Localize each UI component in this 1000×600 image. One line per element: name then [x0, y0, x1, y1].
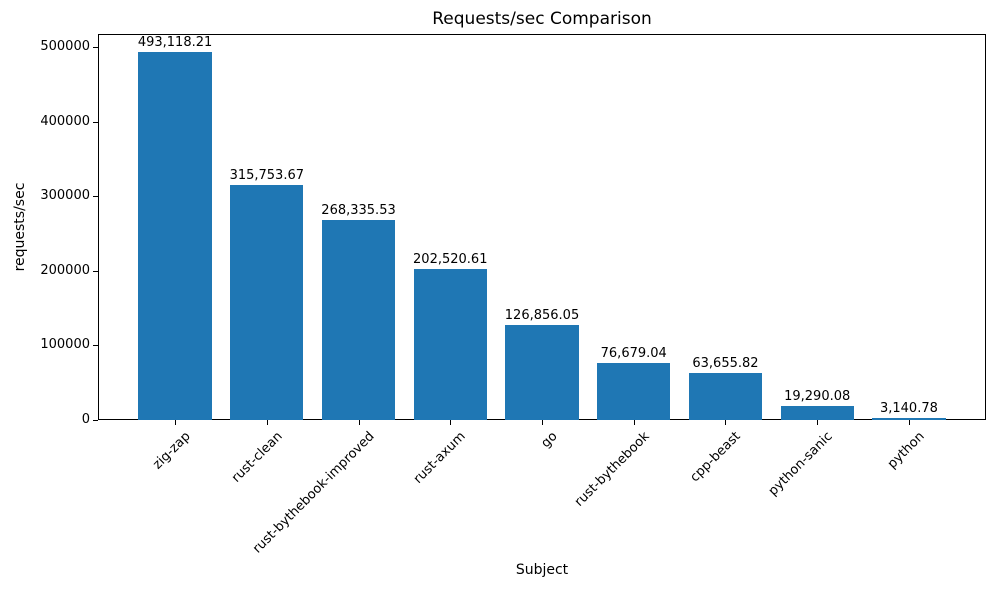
bar-value-label: 493,118.21 — [137, 35, 213, 51]
x-tick-label: rust-bythebook-improved — [249, 429, 378, 557]
y-tick-label: 500000 — [40, 39, 90, 55]
x-tick-mark — [542, 420, 543, 425]
x-axis-label: Subject — [515, 562, 569, 578]
x-tick-mark — [266, 420, 268, 425]
bar — [688, 372, 763, 420]
bar-value-label: 19,290.08 — [784, 388, 851, 404]
x-tick-mark — [908, 420, 910, 425]
x-tick-label: rust-clean — [228, 429, 286, 486]
bar — [138, 52, 212, 420]
x-tick-label: python — [884, 429, 928, 472]
bar-value-label: 268,335.53 — [321, 202, 396, 218]
bar — [780, 405, 854, 420]
x-tick-mark — [725, 420, 727, 425]
y-tick-mark — [93, 121, 98, 123]
y-axis-label: requests/sec — [12, 182, 28, 272]
bar-value-label: 3,140.78 — [879, 400, 938, 416]
bar-value-label: 315,753.67 — [229, 167, 304, 183]
bar — [321, 219, 396, 420]
x-tick-mark — [358, 420, 360, 425]
y-tick-label: 300000 — [40, 188, 90, 204]
bar — [597, 362, 671, 420]
bar-value-label: 202,520.61 — [413, 252, 488, 268]
y-tick-label: 400000 — [40, 113, 90, 129]
y-tick-mark — [93, 47, 98, 49]
y-tick-label: 200000 — [40, 262, 90, 278]
x-tick-mark — [633, 420, 635, 425]
y-tick-mark — [93, 270, 98, 272]
bar — [230, 184, 304, 420]
x-tick-mark — [817, 420, 819, 425]
chart-title: Requests/sec Comparison — [432, 9, 652, 29]
y-tick-label: 0 — [81, 412, 90, 427]
bar — [505, 325, 579, 420]
bar — [872, 417, 946, 420]
y-tick-mark — [93, 345, 98, 347]
bar-value-label: 76,679.04 — [600, 345, 667, 361]
x-tick-label: python-sanic — [765, 429, 836, 499]
bar-value-label: 63,655.82 — [692, 355, 759, 371]
bar-value-label: 126,856.05 — [504, 308, 580, 324]
bar — [413, 269, 487, 420]
x-tick-mark — [450, 420, 452, 425]
y-tick-mark — [93, 420, 98, 421]
x-tick-label: zig-zap — [150, 429, 194, 473]
y-tick-label: 100000 — [40, 337, 90, 353]
y-tick-mark — [93, 196, 98, 198]
x-tick-mark — [175, 420, 177, 425]
